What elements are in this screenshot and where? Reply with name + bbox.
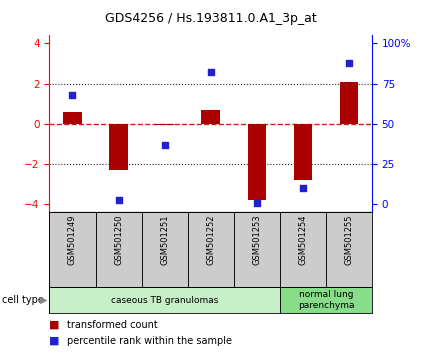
Bar bbox=[49, 212, 95, 287]
Bar bbox=[340, 82, 358, 124]
Text: GSM501253: GSM501253 bbox=[252, 215, 261, 265]
Point bbox=[207, 70, 214, 75]
Bar bbox=[49, 287, 280, 313]
Bar bbox=[326, 212, 372, 287]
Text: normal lung
parenchyma: normal lung parenchyma bbox=[298, 290, 354, 310]
Bar bbox=[294, 124, 312, 180]
Bar bbox=[202, 110, 220, 124]
Text: GSM501250: GSM501250 bbox=[114, 215, 123, 265]
Text: GSM501255: GSM501255 bbox=[344, 215, 353, 265]
Bar bbox=[155, 124, 174, 125]
Text: ■: ■ bbox=[49, 320, 60, 330]
Bar bbox=[234, 212, 280, 287]
Point bbox=[161, 142, 168, 148]
Text: GSM501254: GSM501254 bbox=[298, 215, 307, 265]
Point bbox=[299, 185, 306, 191]
Bar bbox=[95, 212, 141, 287]
Text: transformed count: transformed count bbox=[67, 320, 157, 330]
Text: caseous TB granulomas: caseous TB granulomas bbox=[111, 296, 218, 304]
Bar bbox=[280, 212, 326, 287]
Point bbox=[253, 200, 260, 206]
Text: GDS4256 / Hs.193811.0.A1_3p_at: GDS4256 / Hs.193811.0.A1_3p_at bbox=[105, 12, 316, 25]
Bar bbox=[248, 124, 266, 200]
Text: GSM501249: GSM501249 bbox=[68, 215, 77, 265]
Text: cell type: cell type bbox=[2, 295, 44, 305]
Text: GSM501251: GSM501251 bbox=[160, 215, 169, 265]
Bar bbox=[187, 212, 234, 287]
Point bbox=[345, 60, 352, 65]
Point bbox=[115, 197, 122, 202]
Bar bbox=[141, 212, 187, 287]
Bar bbox=[63, 112, 82, 124]
Text: percentile rank within the sample: percentile rank within the sample bbox=[67, 336, 232, 346]
Text: GSM501252: GSM501252 bbox=[206, 215, 215, 265]
Point bbox=[69, 92, 76, 98]
Text: ■: ■ bbox=[49, 336, 60, 346]
Text: ▶: ▶ bbox=[40, 295, 47, 305]
Bar bbox=[109, 124, 128, 170]
Bar bbox=[280, 287, 372, 313]
